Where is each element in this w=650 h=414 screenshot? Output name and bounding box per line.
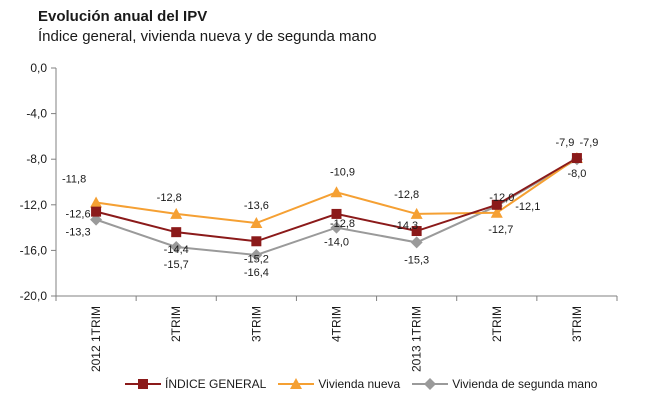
chart-subtitle: Índice general, vivienda nueva y de segu… <box>38 28 377 45</box>
legend-marker-diamond <box>412 378 449 390</box>
y-tick-label: -8,0 <box>26 152 47 166</box>
data-point <box>91 206 102 217</box>
legend-item-vivienda-nueva: Vivienda nueva <box>278 377 400 391</box>
data-label: -7,9 <box>555 137 574 149</box>
data-label: -14,0 <box>324 237 349 249</box>
data-point <box>411 226 422 237</box>
y-tick-label: -12,0 <box>20 198 48 212</box>
data-point <box>490 206 503 218</box>
data-point <box>571 153 582 164</box>
y-tick-label: -20,0 <box>20 289 48 303</box>
y-tick-label: 0,0 <box>30 61 47 75</box>
legend-marker-triangle <box>278 378 315 389</box>
data-label: -16,4 <box>244 267 269 279</box>
data-point <box>170 240 183 253</box>
data-label: -12,8 <box>394 189 419 201</box>
chart-title: Evolución anual del IPV <box>38 8 208 25</box>
x-tick-label: 2012 1TRIM <box>89 306 103 372</box>
data-label: -12,1 <box>515 201 540 213</box>
data-point <box>90 196 103 208</box>
x-tick-label: 4TRIM <box>330 306 344 342</box>
data-label: -15,7 <box>164 259 189 271</box>
data-point <box>171 227 182 238</box>
data-label: -12,6 <box>66 209 91 221</box>
data-label: -13,3 <box>66 227 91 239</box>
data-label: -7,9 <box>579 137 598 149</box>
legend-item-segunda-mano: Vivienda de segunda mano <box>412 377 597 391</box>
x-tick-label: 3TRIM <box>249 306 263 342</box>
x-tick-label: 3TRIM <box>570 306 584 342</box>
data-label: -12,8 <box>330 218 355 230</box>
data-point <box>491 199 502 210</box>
y-tick-label: -4,0 <box>26 107 47 121</box>
data-label: -14,4 <box>164 244 189 256</box>
data-point <box>330 186 343 198</box>
data-label: -12,0 <box>489 192 514 204</box>
data-point <box>331 208 342 219</box>
data-label: -11,8 <box>62 174 86 186</box>
chart-legend: ÍNDICE GENERAL Vivienda nueva Vivienda d… <box>125 375 609 393</box>
data-point <box>251 236 262 247</box>
data-label: -15,3 <box>404 254 429 266</box>
x-tick-label: 2TRIM <box>169 306 183 342</box>
data-point <box>410 236 423 249</box>
data-point <box>250 217 263 229</box>
data-label: -10,9 <box>330 166 355 178</box>
data-label: -15,2 <box>244 253 269 265</box>
legend-marker-square <box>125 379 161 389</box>
data-label: -8,0 <box>567 168 586 180</box>
x-tick-label: 2TRIM <box>490 306 504 342</box>
legend-label: Vivienda de segunda mano <box>452 377 598 391</box>
legend-label: ÍNDICE GENERAL <box>165 377 267 391</box>
legend-label: Vivienda nueva <box>318 377 401 391</box>
data-point <box>330 221 343 234</box>
x-tick-label: 2013 1TRIM <box>410 306 424 372</box>
data-label: -12,8 <box>157 192 182 204</box>
data-point <box>250 248 263 261</box>
y-tick-label: -16,0 <box>20 243 48 257</box>
data-label: -13,6 <box>244 200 269 212</box>
legend-item-indice-general: ÍNDICE GENERAL <box>125 377 266 391</box>
data-label: -12,7 <box>488 224 513 236</box>
data-point <box>410 207 423 219</box>
data-label: -14,3 <box>393 220 418 232</box>
data-point <box>170 207 183 219</box>
